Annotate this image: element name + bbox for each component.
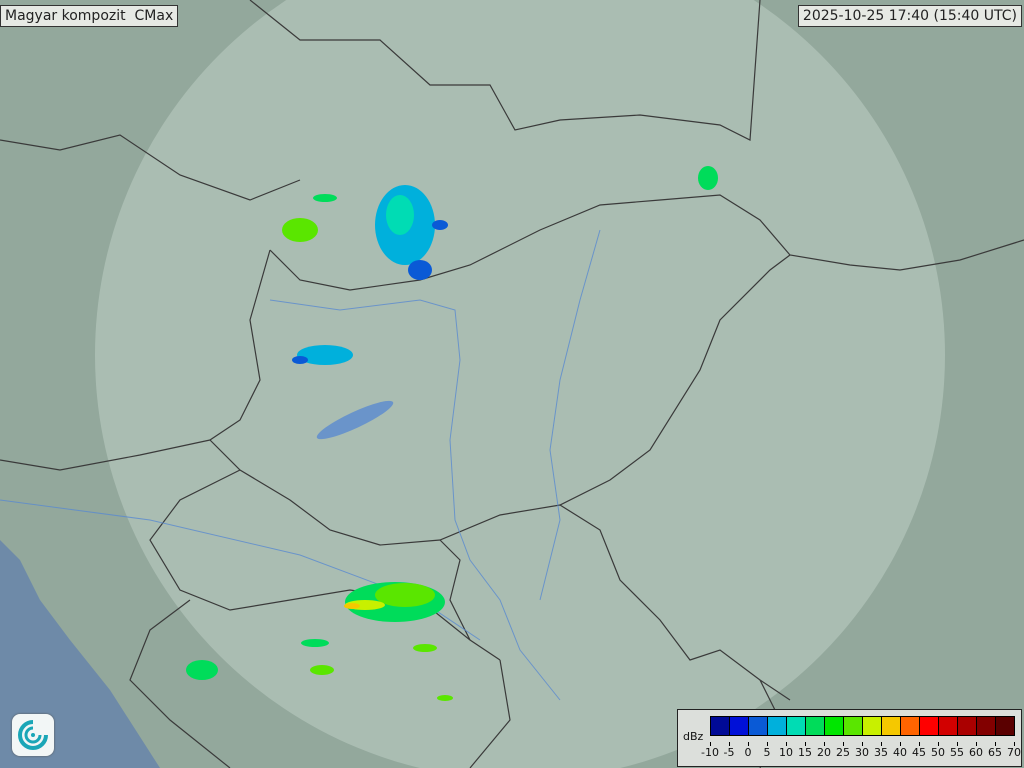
legend-swatch bbox=[939, 717, 958, 735]
legend-tick bbox=[862, 742, 863, 746]
legend-tick-label: 70 bbox=[1007, 746, 1021, 759]
echo bbox=[437, 695, 453, 701]
legend-tick bbox=[938, 742, 939, 746]
legend-tick-label: 0 bbox=[744, 746, 752, 759]
legend-tick bbox=[710, 742, 711, 746]
legend-tick-label: 60 bbox=[969, 746, 983, 759]
legend-tick-label: 30 bbox=[855, 746, 869, 759]
legend-tick-label: 20 bbox=[817, 746, 831, 759]
echo bbox=[344, 603, 360, 609]
legend-swatch bbox=[996, 717, 1014, 735]
legend-tick bbox=[995, 742, 996, 746]
echo bbox=[313, 194, 337, 202]
echo bbox=[301, 639, 329, 647]
radar-echoes bbox=[186, 166, 718, 701]
echo bbox=[282, 218, 318, 242]
legend-swatch bbox=[901, 717, 920, 735]
legend-swatch bbox=[711, 717, 730, 735]
legend-swatch bbox=[882, 717, 901, 735]
legend-tick-label: 40 bbox=[893, 746, 907, 759]
echo bbox=[297, 345, 353, 365]
legend-swatch bbox=[749, 717, 768, 735]
legend-tick bbox=[786, 742, 787, 746]
legend-tick-label: 5 bbox=[763, 746, 771, 759]
legend-tick bbox=[767, 742, 768, 746]
echo bbox=[292, 356, 308, 364]
legend-tick-label: 15 bbox=[798, 746, 812, 759]
legend-ticks: -10 -5 0 5 10 15 20 25 30 35 40 45 50 55 60 65 70 bbox=[701, 742, 1021, 762]
legend-swatch bbox=[920, 717, 939, 735]
legend-tick-label: 25 bbox=[836, 746, 850, 759]
radar-coverage-area bbox=[95, 0, 945, 768]
legend-swatch bbox=[806, 717, 825, 735]
legend-tick bbox=[900, 742, 901, 746]
echo bbox=[413, 644, 437, 652]
echo bbox=[310, 665, 334, 675]
legend-swatch bbox=[977, 717, 996, 735]
legend-swatch bbox=[958, 717, 977, 735]
legend-tick bbox=[729, 742, 730, 746]
legend-tick bbox=[805, 742, 806, 746]
legend-tick-label: 45 bbox=[912, 746, 926, 759]
echo bbox=[698, 166, 718, 190]
legend-swatch bbox=[768, 717, 787, 735]
legend-tick bbox=[976, 742, 977, 746]
legend-tick bbox=[748, 742, 749, 746]
legend-tick-label: 10 bbox=[779, 746, 793, 759]
echo bbox=[386, 195, 414, 235]
lake-balaton bbox=[316, 400, 394, 440]
echo bbox=[186, 660, 218, 680]
timestamp: 2025-10-25 17:40 (15:40 UTC) bbox=[797, 5, 1022, 27]
legend-tick-label: -5 bbox=[723, 746, 735, 759]
legend-tick bbox=[919, 742, 920, 746]
swirl-logo-icon[interactable] bbox=[12, 714, 54, 756]
legend-tick bbox=[957, 742, 958, 746]
legend-unit: dBz bbox=[683, 730, 704, 743]
legend-tick bbox=[843, 742, 844, 746]
legend-tick-label: -10 bbox=[701, 746, 719, 759]
legend-swatch bbox=[825, 717, 844, 735]
map-title: Magyar kompozit CMax bbox=[0, 5, 179, 27]
legend-tick-label: 35 bbox=[874, 746, 888, 759]
legend-tick-label: 55 bbox=[950, 746, 964, 759]
legend-tick bbox=[881, 742, 882, 746]
sea-adriatic bbox=[0, 540, 160, 768]
legend-swatch bbox=[787, 717, 806, 735]
legend-tick bbox=[824, 742, 825, 746]
legend-tick-label: 65 bbox=[988, 746, 1002, 759]
legend-tick-label: 50 bbox=[931, 746, 945, 759]
legend-swatch bbox=[863, 717, 882, 735]
legend-swatch bbox=[730, 717, 749, 735]
echo bbox=[375, 583, 435, 607]
legend-swatch bbox=[844, 717, 863, 735]
echo bbox=[408, 260, 432, 280]
dbz-legend: dBz -10 -5 0 5 10 15 20 25 30 35 40 45 50 55 60 65 70 bbox=[677, 709, 1022, 767]
echo bbox=[432, 220, 448, 230]
rivers bbox=[0, 229, 601, 701]
legend-color-bar bbox=[710, 716, 1015, 736]
legend-tick bbox=[1014, 742, 1015, 746]
